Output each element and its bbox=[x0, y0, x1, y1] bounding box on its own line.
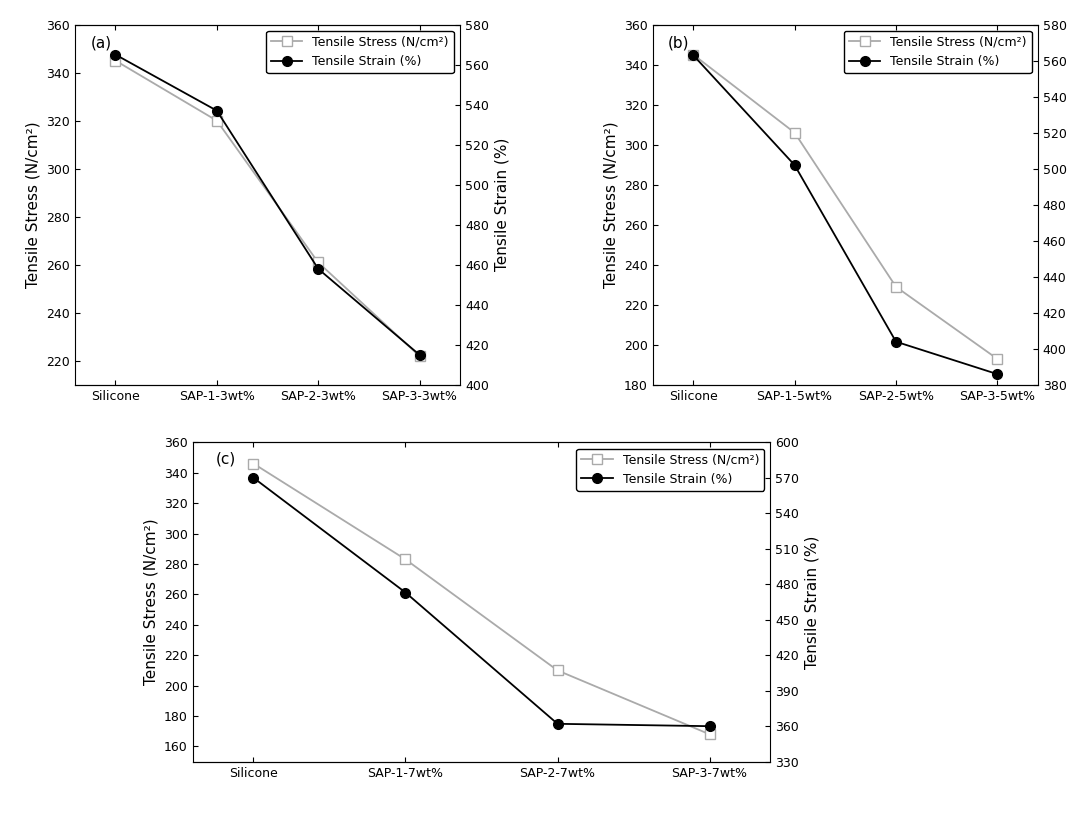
Text: (b): (b) bbox=[668, 35, 689, 51]
Y-axis label: Tensile Stress (N/cm²): Tensile Stress (N/cm²) bbox=[26, 121, 41, 288]
Legend: Tensile Stress (N/cm²), Tensile Strain (%): Tensile Stress (N/cm²), Tensile Strain (… bbox=[266, 31, 454, 73]
Legend: Tensile Stress (N/cm²), Tensile Strain (%): Tensile Stress (N/cm²), Tensile Strain (… bbox=[577, 449, 764, 491]
Y-axis label: Tensile Stress (N/cm²): Tensile Stress (N/cm²) bbox=[603, 121, 618, 288]
Y-axis label: Tensile Strain (%): Tensile Strain (%) bbox=[805, 536, 820, 668]
Text: (a): (a) bbox=[90, 35, 111, 51]
Y-axis label: Tensile Stress (N/cm²): Tensile Stress (N/cm²) bbox=[143, 518, 158, 686]
Text: (c): (c) bbox=[216, 452, 236, 467]
Y-axis label: Tensile Strain (%): Tensile Strain (%) bbox=[494, 138, 509, 271]
Legend: Tensile Stress (N/cm²), Tensile Strain (%): Tensile Stress (N/cm²), Tensile Strain (… bbox=[844, 31, 1031, 73]
